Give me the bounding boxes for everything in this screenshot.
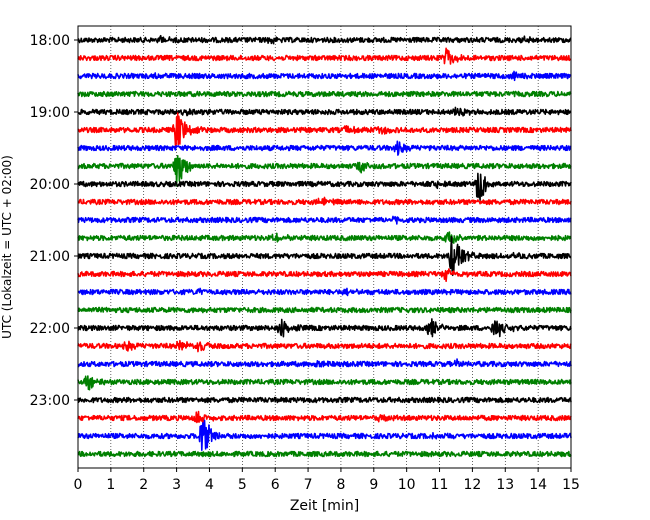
trace-21:45 [77,306,572,314]
trace-19:30 [77,140,572,156]
trace-22:30 [77,358,572,368]
y-axis-label: UTC (Lokalzeit = UTC + 02:00) [0,155,14,339]
x-tick-label-11: 11 [431,477,449,493]
y-tick-label-18:00: 18:00 [30,33,70,49]
x-tick-label-0: 0 [74,477,83,493]
x-tick-label-4: 4 [205,477,214,493]
trace-20:45 [77,231,572,244]
x-axis-label: Zeit [min] [290,498,359,514]
x-tick-label-15: 15 [562,477,580,493]
x-tick-label-7: 7 [304,477,313,493]
trace-23:30 [77,419,572,451]
y-tick-label-22:00: 22:00 [30,321,70,337]
trace-22:15 [77,339,572,353]
trace-22:45 [77,375,572,391]
trace-23:00 [77,396,572,404]
x-tick-label-14: 14 [529,477,547,493]
x-tick-label-6: 6 [271,477,280,493]
trace-19:00 [77,106,572,117]
x-tick-label-9: 9 [369,477,378,493]
x-tick-label-5: 5 [238,477,247,493]
x-tick-label-1: 1 [106,477,115,493]
trace-20:30 [77,215,572,225]
x-tick-label-3: 3 [172,477,181,493]
trace-21:15 [77,268,572,283]
x-tick-label-10: 10 [398,477,416,493]
plot-frame [77,25,572,469]
x-axis-ticks: 0 1 2 3 4 5 6 7 8 9 10 11 12 13 14 15 [74,468,580,493]
y-tick-label-23:00: 23:00 [30,393,70,409]
trace-21:30 [77,287,572,297]
trace-18:00 [77,34,572,45]
x-tick-label-8: 8 [336,477,345,493]
seismogram-traces [77,34,572,458]
x-tick-label-13: 13 [496,477,514,493]
trace-18:30 [77,70,572,82]
y-axis-ticks: 18:00 19:00 20:00 21:00 22:00 23:00 [30,33,78,409]
trace-23:45 [77,450,572,458]
trace-18:45 [77,90,572,98]
trace-20:00 [77,172,572,201]
trace-22:00 [77,318,572,338]
y-tick-label-21:00: 21:00 [30,249,70,265]
trace-19:15 [77,112,572,149]
trace-19:45 [77,155,572,187]
x-tick-label-12: 12 [463,477,481,493]
y-tick-label-19:00: 19:00 [30,105,70,121]
trace-21:00 [77,235,572,277]
y-tick-label-20:00: 20:00 [30,177,70,193]
trace-23:15 [77,410,572,424]
trace-18:15 [77,47,572,65]
trace-20:15 [77,196,572,206]
x-tick-label-2: 2 [139,477,148,493]
